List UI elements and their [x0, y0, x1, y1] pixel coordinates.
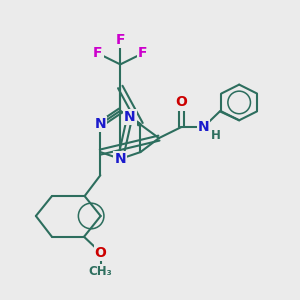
Text: N: N: [198, 120, 209, 134]
Text: N: N: [115, 152, 126, 166]
Text: H: H: [211, 129, 221, 142]
Text: N: N: [94, 117, 106, 131]
Text: F: F: [116, 33, 125, 47]
Text: N: N: [124, 110, 136, 124]
Text: CH₃: CH₃: [89, 266, 112, 278]
Text: F: F: [138, 46, 147, 60]
Text: O: O: [175, 95, 187, 110]
Text: O: O: [95, 245, 106, 260]
Text: F: F: [93, 46, 103, 60]
